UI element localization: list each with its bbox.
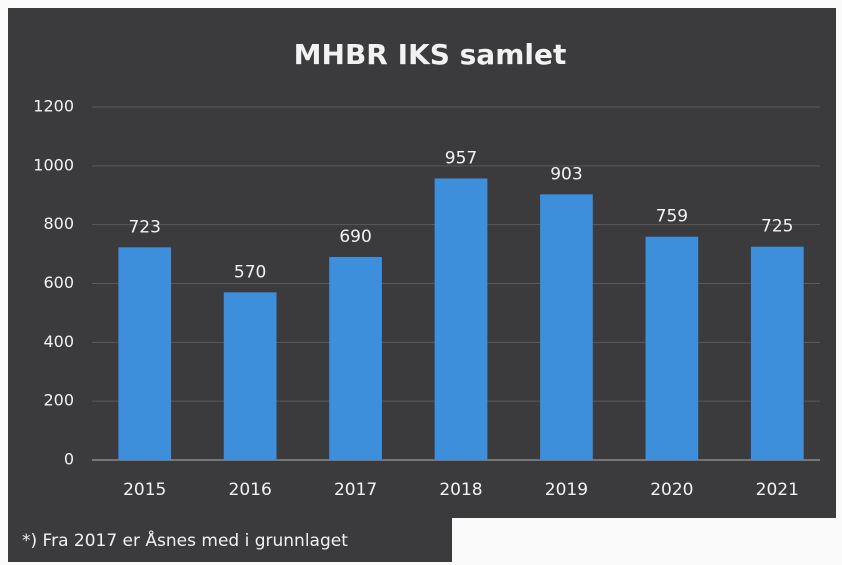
bar [750, 246, 804, 460]
data-label: 957 [445, 148, 477, 168]
x-tick-label: 2017 [334, 480, 377, 500]
x-tick-label: 2016 [229, 480, 272, 500]
data-label: 725 [761, 217, 793, 237]
data-label: 690 [339, 227, 371, 247]
data-label: 723 [128, 217, 160, 237]
y-tick-label: 600 [43, 273, 74, 292]
x-tick-label: 2015 [123, 480, 166, 500]
y-tick-label: 0 [64, 450, 74, 469]
footnote-box [8, 516, 452, 562]
y-tick-label: 800 [43, 214, 74, 233]
x-tick-label: 2021 [756, 480, 799, 500]
bar [223, 292, 277, 460]
x-tick-label: 2020 [650, 480, 693, 500]
chart-title: MHBR IKS samlet [294, 38, 567, 71]
y-tick-label: 1200 [33, 97, 74, 116]
x-tick-label: 2018 [439, 480, 482, 500]
bar [645, 236, 699, 460]
x-tick-label: 2019 [545, 480, 588, 500]
bar [118, 247, 172, 460]
data-label: 903 [550, 164, 582, 184]
y-tick-label: 1000 [33, 155, 74, 174]
bar [329, 257, 382, 460]
y-tick-label: 200 [43, 391, 74, 410]
footnote: *) Fra 2017 er Åsnes med i grunnlaget [22, 529, 348, 551]
data-label: 759 [656, 207, 688, 227]
bar [540, 194, 593, 460]
y-tick-label: 400 [43, 332, 74, 351]
bar [434, 178, 488, 461]
data-label: 570 [234, 262, 266, 282]
